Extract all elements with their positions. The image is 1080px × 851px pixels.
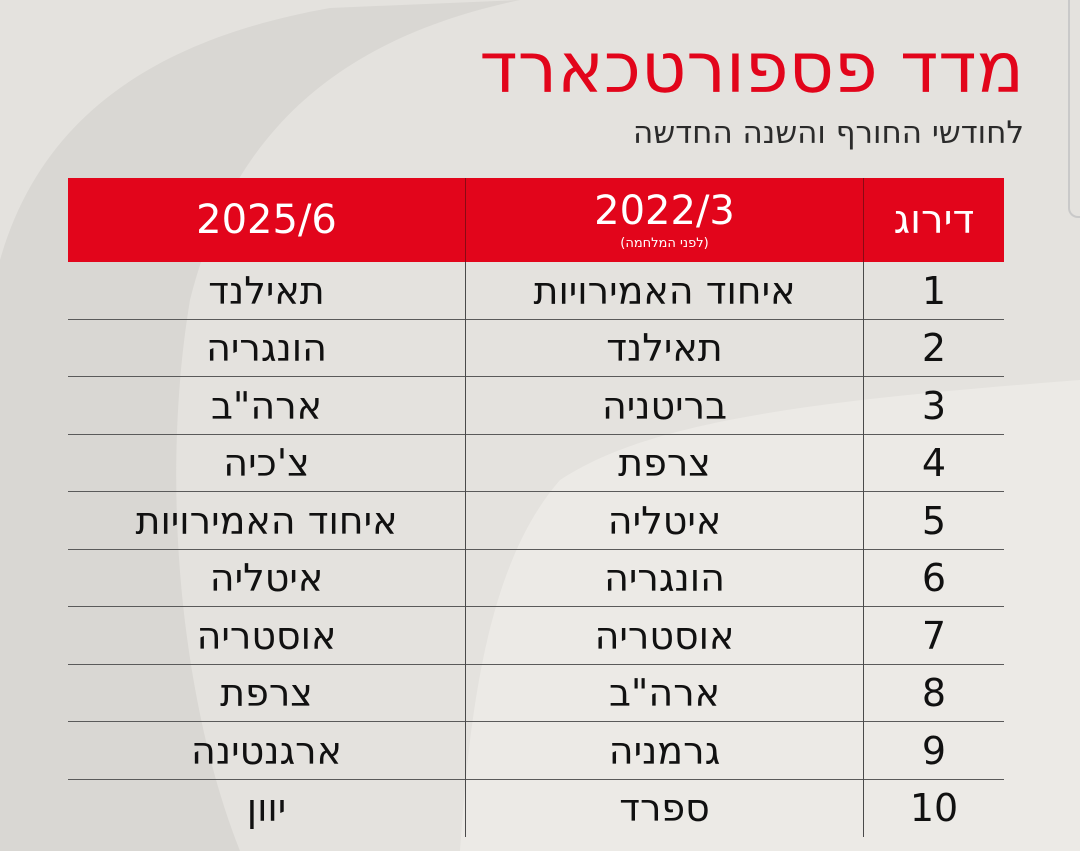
- table-row: 4 צרפת צ'כיה: [68, 434, 1004, 492]
- country-2025-cell: הונגריה: [206, 326, 327, 371]
- rank-cell: 3: [921, 383, 947, 428]
- country-2025-cell: אוסטריה: [196, 613, 337, 658]
- rank-cell: 6: [921, 556, 947, 601]
- country-2022-cell: הונגריה: [465, 549, 864, 607]
- country-2022-cell: בריטניה: [465, 377, 864, 435]
- header-2022-note: (לפני המלחמה): [620, 236, 709, 251]
- header-rank-label: דירוג: [893, 197, 975, 243]
- country-2022-cell: תאילנד: [465, 319, 864, 377]
- rank-cell: 9: [921, 728, 947, 773]
- country-2022-cell: גרמניה: [465, 722, 864, 780]
- rank-cell: 2: [921, 326, 947, 371]
- country-2025-cell: תאילנד: [208, 268, 325, 313]
- scroll-indicator[interactable]: [1068, 0, 1080, 218]
- header-2025-label: 2025/6: [196, 197, 337, 243]
- country-2025-cell: יוון: [246, 786, 287, 831]
- country-2025-cell: איחוד האמירויות: [135, 498, 398, 543]
- header-2022: 2022/3 (לפני המלחמה): [465, 178, 864, 262]
- country-2025-cell: ארגנטינה: [191, 728, 342, 773]
- rank-cell: 7: [921, 613, 947, 658]
- table-row: 9 גרמניה ארגנטינה: [68, 722, 1004, 780]
- header-2025: 2025/6: [68, 178, 465, 262]
- header-rank: דירוג: [864, 178, 1004, 262]
- rank-cell: 8: [921, 671, 947, 716]
- table-header: דירוג 2022/3 (לפני המלחמה) 2025/6: [68, 178, 1004, 262]
- country-2022-cell: צרפת: [465, 434, 864, 492]
- country-2022-cell: אוסטריה: [465, 607, 864, 665]
- table-row: 5 איטליה איחוד האמירויות: [68, 492, 1004, 550]
- country-2025-cell: ארה"ב: [210, 383, 323, 428]
- country-2025-cell: צרפת: [220, 671, 313, 716]
- country-2022-cell: איחוד האמירויות: [465, 262, 864, 320]
- table-row: 1 איחוד האמירויות תאילנד: [68, 262, 1004, 320]
- country-2025-cell: איטליה: [209, 556, 324, 601]
- header-2022-label: 2022/3: [594, 188, 735, 234]
- table-row: 7 אוסטריה אוסטריה: [68, 607, 1004, 665]
- table-row: 2 תאילנד הונגריה: [68, 319, 1004, 377]
- rank-cell: 5: [921, 498, 947, 543]
- chart-subtitle: לחודשי החורף והשנה החדשה: [633, 115, 1024, 151]
- ranking-table: דירוג 2022/3 (לפני המלחמה) 2025/6 1 איחו…: [68, 178, 1004, 837]
- chart-title: מדד פספורטכארד: [479, 27, 1024, 109]
- rank-cell: 4: [921, 441, 947, 486]
- country-2022-cell: ספרד: [465, 779, 864, 837]
- table-row: 8 ארה"ב צרפת: [68, 664, 1004, 722]
- table-row: 6 הונגריה איטליה: [68, 549, 1004, 607]
- table-row: 3 בריטניה ארה"ב: [68, 377, 1004, 435]
- table-row: 10 ספרד יוון: [68, 779, 1004, 837]
- country-2022-cell: איטליה: [465, 492, 864, 550]
- rank-cell: 1: [921, 268, 947, 313]
- rank-cell: 10: [909, 786, 959, 831]
- country-2025-cell: צ'כיה: [223, 441, 310, 486]
- country-2022-cell: ארה"ב: [465, 664, 864, 722]
